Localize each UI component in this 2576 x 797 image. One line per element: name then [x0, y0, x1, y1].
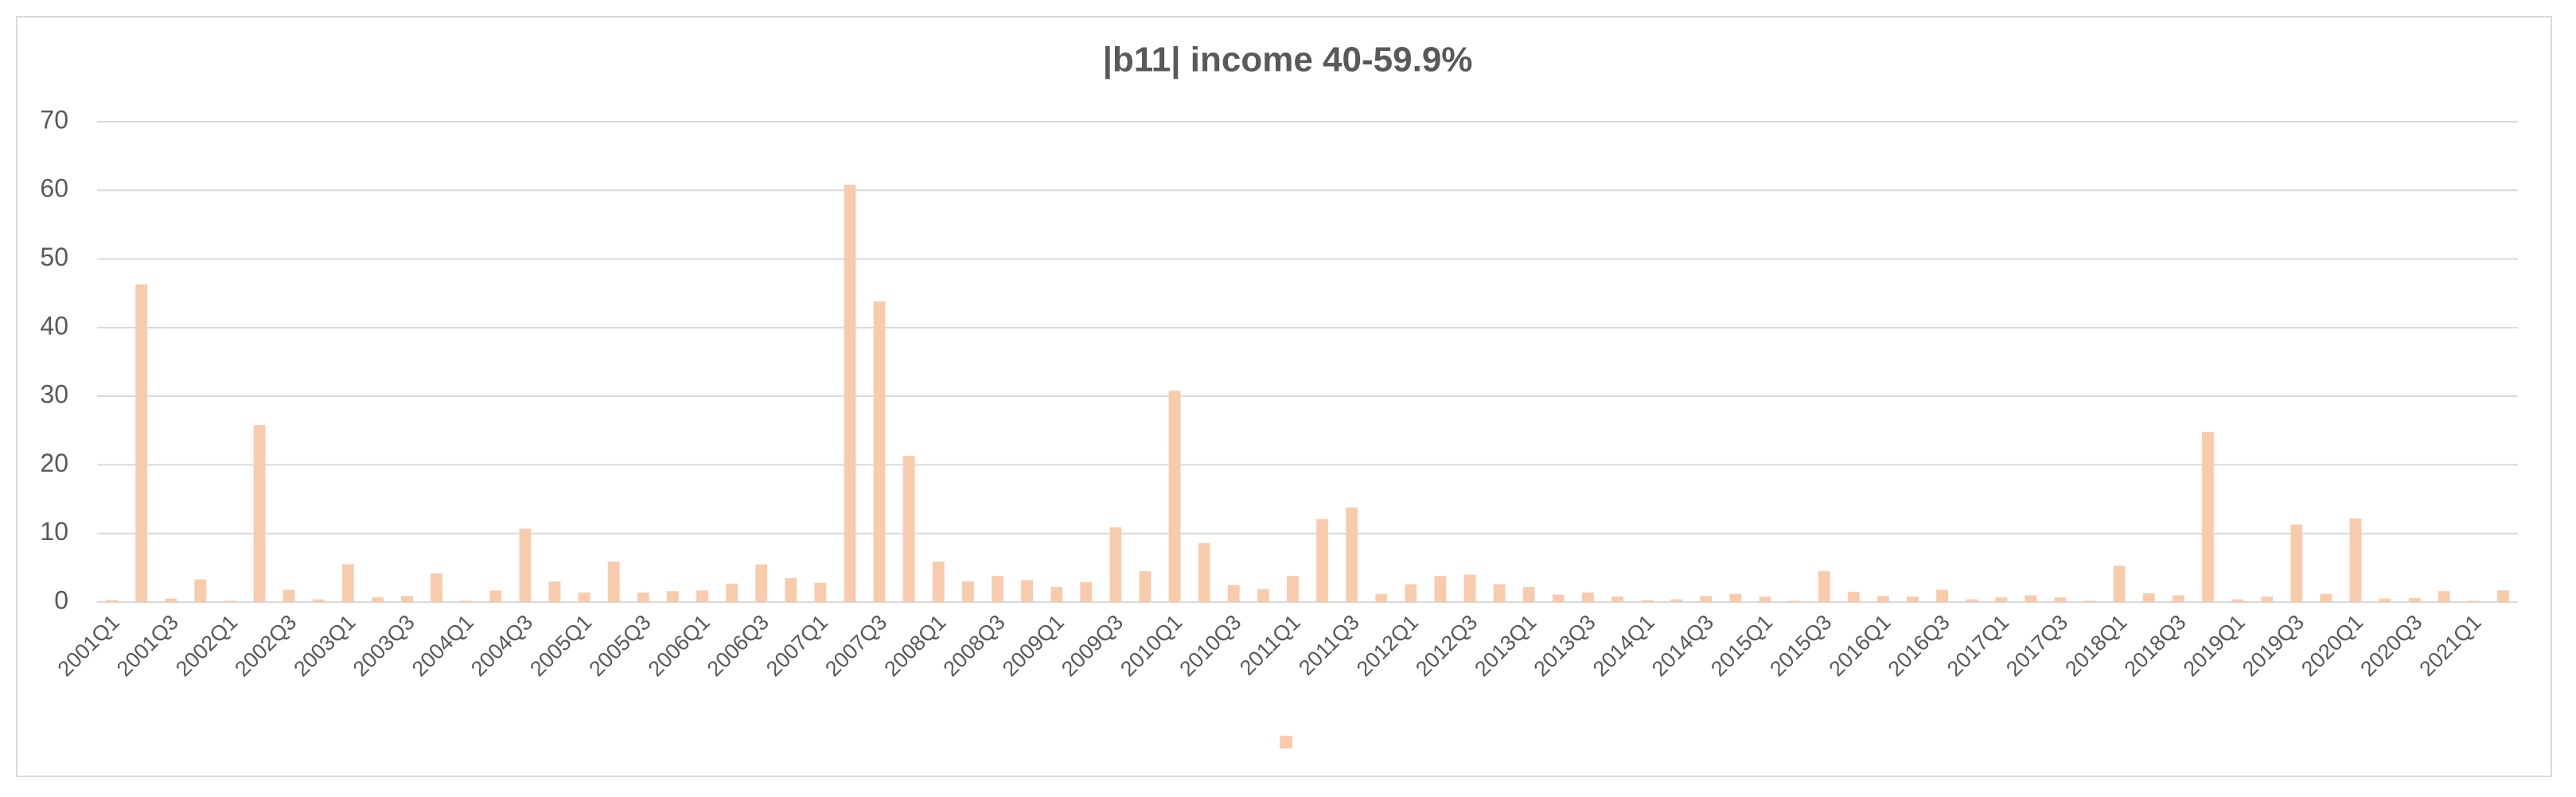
bar	[1670, 599, 1683, 602]
bar	[283, 589, 295, 602]
bar	[489, 590, 502, 602]
bar	[519, 528, 532, 602]
bar	[165, 598, 177, 602]
bar	[666, 591, 679, 602]
bar	[1198, 542, 1210, 602]
bar	[2379, 598, 2391, 602]
bar	[2349, 518, 2362, 602]
bar	[607, 562, 620, 602]
bar	[1493, 584, 1506, 602]
y-tick-label: 30	[40, 380, 68, 409]
bar	[1729, 593, 1742, 602]
bar	[2438, 591, 2450, 602]
bar	[2231, 599, 2243, 602]
bar	[785, 577, 797, 602]
chart-title: |b11| income 40-59.9%	[1103, 41, 1473, 80]
bar	[2261, 597, 2274, 602]
bar	[932, 562, 945, 602]
bar	[1936, 589, 1949, 602]
bar	[2497, 590, 2509, 602]
bar	[2172, 595, 2184, 602]
bar	[1788, 601, 1801, 602]
bar	[1050, 587, 1063, 602]
bar	[1405, 584, 1417, 602]
bar	[194, 579, 207, 602]
bar	[1552, 594, 1565, 602]
bar	[1168, 391, 1181, 602]
bar	[2202, 432, 2214, 602]
bar	[2113, 566, 2126, 602]
bar	[961, 581, 974, 602]
y-tick-label: 0	[54, 585, 68, 614]
bar	[460, 601, 473, 602]
bar	[1316, 519, 1328, 602]
bar	[2290, 524, 2303, 602]
bar	[1995, 597, 2008, 602]
bar	[696, 590, 708, 602]
bar	[2054, 597, 2067, 602]
y-tick-label: 10	[40, 517, 68, 546]
bar	[1227, 585, 1240, 602]
bar	[312, 599, 325, 602]
bar	[1907, 597, 1919, 602]
bar	[1434, 576, 1447, 602]
bar	[1611, 597, 1623, 602]
bar	[2467, 601, 2480, 602]
bar	[992, 576, 1004, 602]
bar	[106, 600, 118, 602]
bar	[2083, 601, 2096, 602]
bar	[1375, 593, 1388, 602]
bar	[2025, 595, 2037, 602]
bar	[1021, 580, 1033, 602]
bar	[844, 185, 856, 602]
bar	[1463, 574, 1476, 602]
bar	[431, 573, 443, 602]
bar	[372, 597, 384, 602]
bar	[726, 583, 739, 602]
bar	[1139, 571, 1152, 602]
y-tick-label: 50	[40, 243, 68, 271]
y-tick-label: 70	[40, 105, 68, 134]
y-tick-label: 60	[40, 174, 68, 203]
y-tick-label: 20	[40, 449, 68, 477]
bar	[873, 301, 886, 602]
bar	[401, 596, 413, 602]
bar	[1080, 581, 1093, 602]
bar	[902, 456, 915, 602]
bar	[1759, 597, 1771, 602]
bar	[2142, 593, 2155, 602]
legend-swatch	[1280, 736, 1292, 748]
bar	[1847, 592, 1860, 602]
bar	[1522, 587, 1535, 602]
bar	[1700, 596, 1713, 602]
bar	[341, 564, 354, 602]
bar	[1257, 589, 1269, 602]
bar	[135, 284, 148, 602]
y-tick-label: 40	[40, 311, 68, 340]
bar	[1966, 599, 1978, 602]
bar	[1818, 571, 1830, 602]
bar	[1287, 576, 1299, 602]
bar	[814, 582, 827, 602]
bar	[253, 425, 266, 602]
bar	[224, 601, 236, 602]
bar	[1582, 592, 1594, 602]
bar	[1346, 507, 1358, 602]
bar	[1109, 527, 1122, 602]
bar	[2320, 593, 2332, 602]
bar	[637, 592, 649, 602]
bar	[2408, 597, 2421, 602]
bar	[755, 564, 768, 602]
bar	[1641, 600, 1654, 602]
bar	[578, 592, 590, 602]
bar	[1876, 596, 1889, 602]
bar	[548, 581, 561, 602]
